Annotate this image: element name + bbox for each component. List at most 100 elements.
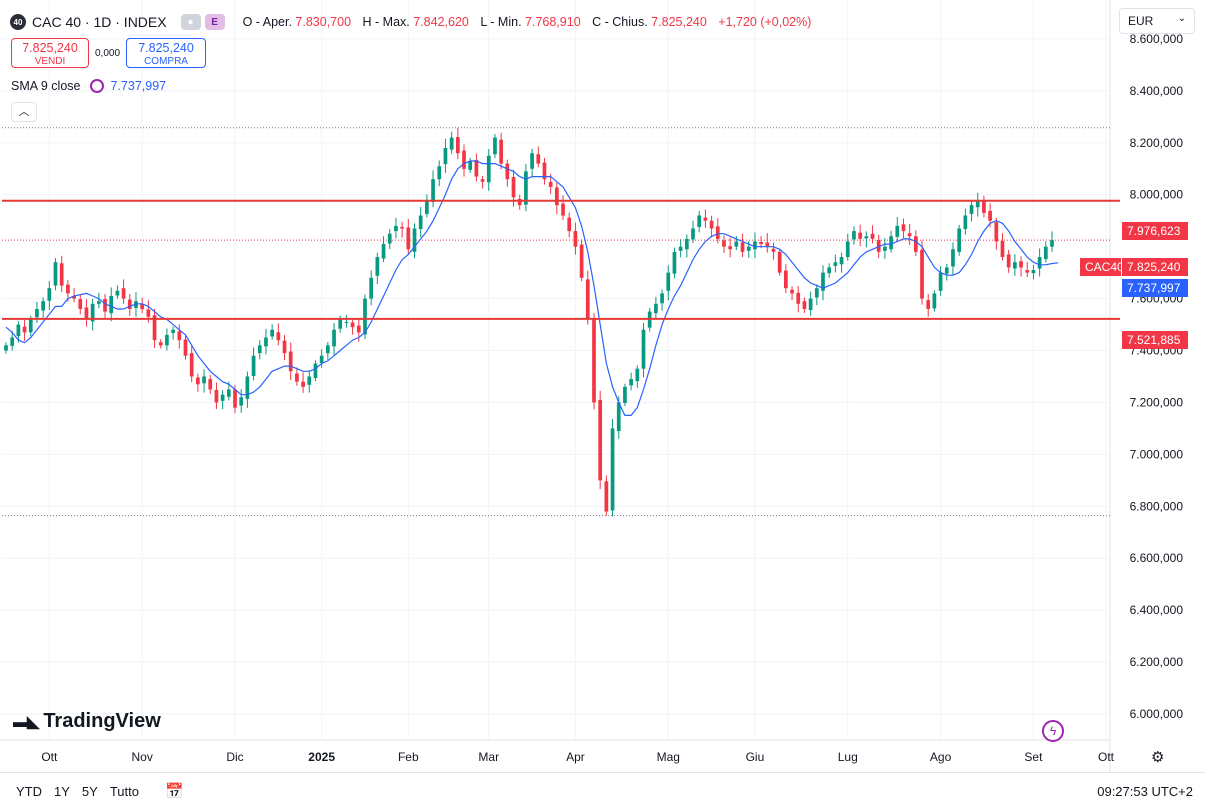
- candle-body: [703, 217, 708, 221]
- currency-select[interactable]: EUR ⌄: [1119, 8, 1195, 34]
- candle-body: [734, 241, 739, 247]
- candle-body: [1031, 270, 1036, 274]
- candle-body: [1025, 270, 1030, 273]
- indicator-legend[interactable]: SMA 9 close 7.737,997: [11, 79, 166, 93]
- candle-body: [530, 153, 534, 169]
- x-tick-label: Nov: [131, 750, 152, 764]
- candle-body: [821, 272, 825, 291]
- candle-body: [951, 249, 955, 267]
- candle-body: [1043, 246, 1048, 260]
- candle-body: [301, 381, 305, 387]
- sell-button[interactable]: 7.825,240 VENDI: [11, 38, 89, 68]
- candle-body: [876, 239, 881, 252]
- candle-body: [808, 298, 813, 311]
- calendar-icon[interactable]: 📅: [165, 783, 184, 800]
- candle-body: [654, 303, 658, 314]
- candle-body: [245, 376, 250, 399]
- collapse-legend-button[interactable]: ︿: [11, 102, 37, 122]
- candle-body: [827, 267, 832, 274]
- candle-body: [134, 301, 138, 308]
- market-status-icon[interactable]: ●: [180, 14, 201, 30]
- range-all-button[interactable]: Tutto: [109, 784, 139, 799]
- candle-body: [1013, 262, 1017, 269]
- candle-body: [220, 394, 225, 401]
- spread-value: 0,000: [95, 47, 121, 59]
- candle-body: [90, 303, 95, 322]
- candle-body: [10, 337, 15, 346]
- candle-body: [759, 241, 763, 245]
- sma-line: [5, 160, 1059, 416]
- candle-body: [895, 225, 900, 237]
- buy-button[interactable]: 7.825,240 COMPRA: [126, 38, 207, 68]
- indicator-label: SMA 9 close: [11, 79, 81, 93]
- x-tick-label: Apr: [566, 750, 585, 764]
- candle-body: [573, 231, 578, 247]
- candle-body: [598, 399, 603, 481]
- gear-icon[interactable]: ⚙: [1151, 749, 1165, 766]
- candle-body: [907, 233, 912, 237]
- candle-body: [196, 377, 200, 385]
- exchange-badge[interactable]: E: [204, 14, 225, 30]
- candle-body: [709, 220, 714, 229]
- candle-body: [796, 292, 801, 304]
- candle-body: [777, 251, 782, 273]
- candle-body: [356, 325, 361, 333]
- x-tick-label: Mar: [478, 750, 499, 764]
- range-5y-button[interactable]: 5Y: [81, 784, 98, 799]
- change-value: +1,720 (+0,02%): [718, 15, 812, 29]
- trade-panel: 7.825,240 VENDI 0,000 7.825,240 COMPRA: [11, 38, 207, 68]
- candle-body: [994, 222, 999, 242]
- candle-body: [604, 481, 609, 512]
- candle-body: [814, 288, 819, 298]
- candle-body: [177, 331, 182, 341]
- ohlc-values: O - Aper. 7.830,700 H - Max. 7.842,620 L…: [242, 15, 812, 29]
- candle-body: [486, 155, 491, 183]
- candle-body: [524, 171, 528, 205]
- candle-body: [387, 233, 392, 244]
- range-1y-button[interactable]: 1Y: [54, 784, 70, 799]
- candle-body: [233, 389, 237, 408]
- tradingview-logo[interactable]: ▬◣ TradingView: [13, 710, 161, 732]
- x-tick-label: Giu: [746, 750, 765, 764]
- candle-body: [468, 160, 473, 170]
- candle-body: [59, 263, 64, 286]
- range-ytd-button[interactable]: YTD: [16, 784, 42, 799]
- candle-body: [35, 308, 39, 318]
- candle-body: [84, 307, 89, 320]
- chevron-up-icon: ︿: [18, 106, 30, 118]
- support-price-label: 7.521,885: [1122, 331, 1188, 349]
- chevron-down-icon: ⌄: [1177, 13, 1186, 24]
- candle-body: [165, 334, 169, 346]
- symbol-title[interactable]: CAC 40 · 1D · INDEX: [32, 14, 167, 30]
- candle-body: [363, 298, 367, 335]
- candle-body: [592, 318, 596, 403]
- candle-body: [616, 402, 621, 432]
- candle-body: [802, 301, 807, 309]
- candle-body: [957, 228, 962, 252]
- clock-readout[interactable]: 09:27:53 UTC+2: [1097, 784, 1193, 799]
- x-tick-label: Ott: [1098, 750, 1115, 764]
- candle-body: [536, 154, 541, 164]
- flash-icon[interactable]: ϟ: [1042, 720, 1064, 742]
- candle-body: [264, 337, 268, 347]
- candle-body: [375, 257, 380, 276]
- price-chart[interactable]: 8.600,0008.400,0008.200,0008.000,0007.60…: [0, 0, 1205, 772]
- candle-body: [400, 226, 404, 229]
- y-tick-label: 6.800,000: [1130, 499, 1184, 513]
- candle-body: [28, 319, 33, 333]
- candle-body: [208, 379, 213, 390]
- candle-body: [511, 177, 516, 198]
- candle-body: [171, 329, 175, 333]
- y-tick-label: 8.400,000: [1130, 84, 1184, 98]
- candle-body: [517, 198, 522, 206]
- candle-body: [1000, 240, 1005, 258]
- candle-body: [870, 233, 875, 239]
- candle-body: [425, 199, 429, 214]
- candle-body: [493, 137, 497, 155]
- candle-body: [771, 248, 776, 252]
- range-selector: YTD 1Y 5Y Tutto: [16, 784, 151, 799]
- candle-body: [72, 296, 76, 299]
- candle-body: [276, 332, 281, 341]
- y-tick-label: 8.600,000: [1130, 32, 1184, 46]
- indicator-value: 7.737,997: [110, 79, 167, 93]
